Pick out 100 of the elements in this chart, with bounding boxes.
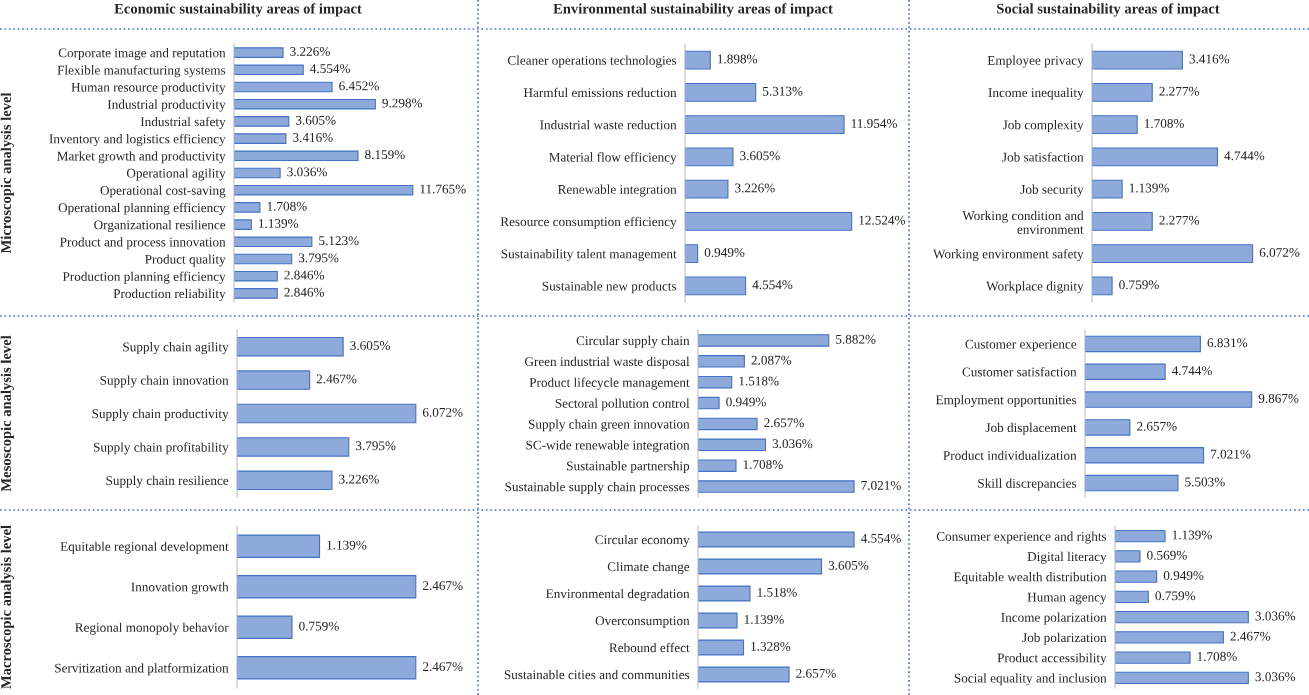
data-label: 1.708%	[1197, 652, 1237, 661]
bar	[1092, 147, 1219, 167]
y-tick-label: Industrial safety	[140, 116, 226, 129]
data-label: 1.518%	[739, 376, 779, 386]
bar	[234, 81, 333, 93]
y-tick-label: Harmful emissions reduction	[523, 87, 677, 98]
bar	[234, 133, 287, 144]
data-label: 3.036%	[287, 167, 327, 177]
bar	[237, 470, 333, 491]
data-label: 1.518%	[757, 587, 797, 597]
y-tick-label: Working condition and environment	[962, 210, 1084, 234]
bar	[698, 666, 790, 683]
data-label: 3.605%	[828, 560, 869, 570]
bar	[1115, 570, 1158, 583]
bar	[698, 417, 758, 431]
data-label: 2.846%	[284, 270, 325, 280]
y-tick-label: Industrial productivity	[107, 99, 226, 112]
data-label: 0.759%	[299, 621, 339, 631]
y-tick-label: Market growth and productivity	[57, 151, 226, 164]
data-label: 1.328%	[751, 641, 791, 651]
bar	[237, 336, 344, 357]
bar	[685, 115, 845, 135]
data-label: 3.226%	[339, 474, 379, 484]
data-label: 12.524%	[859, 215, 906, 225]
bar	[1115, 611, 1249, 624]
y-tick-label: Green industrial waste disposal	[524, 356, 690, 369]
bar	[698, 396, 720, 410]
y-tick-label: Product and process innovation	[60, 237, 226, 250]
data-label: 1.139%	[327, 540, 367, 550]
data-label: 8.159%	[365, 150, 405, 160]
data-label: 0.949%	[726, 397, 766, 407]
data-label: 2.467%	[1230, 631, 1271, 641]
y-tick-label: Product individualization	[943, 450, 1077, 460]
y-tick-label: Operational planning efficiency	[58, 202, 226, 215]
bar	[698, 531, 855, 548]
y-tick-label: Income polarization	[1001, 612, 1107, 625]
y-tick-label: SC-wide renewable integration	[526, 440, 690, 453]
data-label: 0.759%	[1119, 280, 1159, 290]
data-label: 7.021%	[1211, 449, 1251, 459]
bar	[234, 202, 261, 213]
bar	[698, 612, 738, 629]
data-label: 2.277%	[1159, 215, 1200, 225]
y-tick-label: Job complexity	[1002, 120, 1084, 133]
y-tick-label: Skill discrepancies	[978, 478, 1077, 491]
y-tick-label: Employment opportunities	[935, 395, 1077, 408]
y-tick-label: Flexible manufacturing systems	[57, 65, 226, 78]
bar	[698, 375, 733, 389]
data-label: 0.949%	[704, 248, 745, 257]
y-tick-label: Circular economy	[595, 534, 690, 547]
data-label: 9.867%	[1258, 393, 1299, 403]
bar	[685, 211, 853, 231]
y-tick-label: Supply chain productivity	[92, 408, 229, 421]
bar	[234, 288, 278, 299]
y-tick-label: Cleaner operations technologies	[507, 55, 677, 68]
data-label: 11.765%	[420, 184, 466, 194]
bar	[1085, 474, 1179, 492]
bar	[685, 147, 734, 167]
bar	[698, 355, 745, 368]
chart-title: Economic sustainability areas of impact	[114, 3, 362, 17]
y-tick-label: Regional monopoly behavior	[75, 622, 229, 635]
bar	[234, 270, 278, 282]
y-tick-label: Resource consumption efficiency	[500, 216, 677, 229]
bar	[698, 558, 823, 575]
data-label: 2.657%	[764, 418, 804, 428]
data-label: 3.226%	[735, 183, 775, 193]
data-label: 5.123%	[319, 236, 359, 246]
y-tick-label: Production reliability	[113, 288, 226, 301]
y-axis-title: Microscopic analysis level	[0, 92, 14, 254]
chart-title: Environmental sustainability areas of impact	[553, 3, 833, 17]
y-tick-label: Human agency	[1027, 592, 1107, 605]
y-tick-label: Product lifecycle management	[529, 377, 690, 390]
chart-title: Social sustainability areas of impact	[997, 3, 1220, 17]
bar	[1115, 530, 1166, 543]
y-tick-label: Innovation growth	[131, 582, 229, 595]
y-tick-label: Inventory and logistics efficiency	[49, 133, 226, 147]
bar	[1115, 671, 1249, 684]
bar	[1092, 276, 1113, 296]
y-tick-label: Corporate image and reputation	[58, 48, 226, 61]
y-tick-label: Material flow efficiency	[549, 152, 677, 165]
bar	[1085, 419, 1131, 436]
y-axis-title: Macroscopic analysis level	[0, 525, 14, 689]
y-tick-label: Supply chain resilience	[106, 475, 229, 488]
data-label: 3.036%	[1255, 672, 1296, 682]
y-tick-label: Job security	[1020, 184, 1084, 197]
data-label: 3.795%	[355, 441, 396, 451]
y-tick-label: Circular supply chain	[576, 335, 690, 348]
y-tick-label: Job displacement	[985, 422, 1077, 435]
y-tick-label: Customer satisfaction	[962, 367, 1077, 377]
bar	[698, 480, 855, 493]
bar	[1092, 179, 1123, 199]
bar	[685, 276, 747, 296]
data-label: 1.708%	[267, 201, 307, 211]
bar	[685, 82, 757, 102]
y-tick-label: Product quality	[145, 254, 226, 267]
y-tick-label: Organizational resilience	[94, 220, 226, 233]
data-label: 1.139%	[1129, 183, 1169, 193]
data-label: 3.416%	[293, 133, 333, 142]
bar	[234, 150, 359, 162]
bar	[1085, 363, 1166, 380]
data-label: 2.087%	[751, 355, 792, 365]
